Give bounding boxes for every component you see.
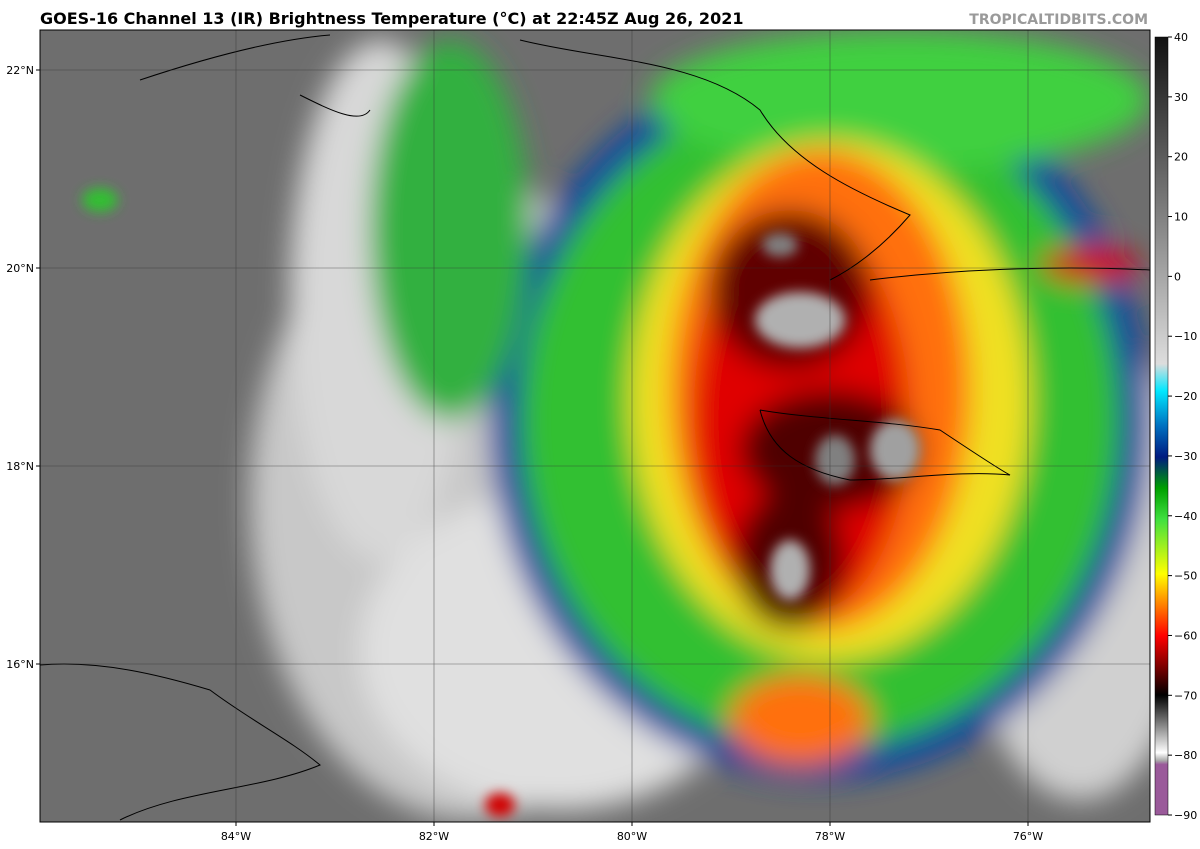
colorbar-label: −20: [1174, 390, 1197, 403]
map-frame: [39, 29, 1151, 823]
colorbar-label: −40: [1174, 510, 1197, 523]
lat-label: 20°N: [6, 262, 34, 275]
satellite-image: [40, 30, 1150, 822]
lon-label: 84°W: [221, 830, 251, 843]
cloud-field: [250, 30, 1150, 820]
cloud-top: [815, 435, 855, 485]
lon-label: 78°W: [815, 830, 845, 843]
lon-label: 80°W: [617, 830, 647, 843]
colorbar-label: 0: [1174, 270, 1181, 283]
colorbar-label: −10: [1174, 330, 1197, 343]
colorbar-label: −70: [1174, 689, 1197, 702]
coastline: [139, 34, 1150, 281]
colorbar-label: −50: [1174, 570, 1197, 583]
colorbar-label: −80: [1174, 749, 1197, 762]
cloud-top: [870, 420, 920, 480]
cloud-top: [755, 292, 845, 348]
coastlines: [40, 34, 1150, 821]
lat-label: 22°N: [6, 64, 34, 77]
cloud: [650, 30, 1150, 170]
coastline: [759, 409, 1011, 481]
cloud-top: [770, 540, 810, 600]
colorbar-label: −30: [1174, 450, 1197, 463]
coastline: [40, 663, 321, 821]
lon-label: 82°W: [419, 830, 449, 843]
cloud: [485, 793, 515, 817]
colorbar: [1154, 36, 1169, 816]
colorbar-label: 40: [1174, 31, 1188, 44]
cloud: [1040, 247, 1140, 283]
colorbar-label: −60: [1174, 629, 1197, 642]
cloud-top: [762, 233, 798, 257]
overshooting-tops: [82, 188, 920, 817]
cloud: [370, 40, 530, 420]
lat-label: 18°N: [6, 460, 34, 473]
lon-label: 76°W: [1013, 830, 1043, 843]
colorbar-label: 10: [1174, 211, 1188, 224]
labels: 22°N 20°N 18°N 16°N 84°W 82°W 80°W 78°W 76°W 40 30…: [6, 31, 1197, 843]
colorbar-label: −90: [1174, 809, 1197, 822]
graticule: [40, 30, 1150, 822]
colorbar-label: 20: [1174, 151, 1188, 164]
cloud: [82, 188, 118, 212]
title: GOES-16 Channel 13 (IR) Brightness Tempe…: [40, 9, 743, 28]
colorbar-label: 30: [1174, 91, 1188, 104]
source: TROPICALTIDBITS.COM: [969, 12, 1148, 28]
cloud: [730, 675, 870, 765]
lat-label: 16°N: [6, 658, 34, 671]
